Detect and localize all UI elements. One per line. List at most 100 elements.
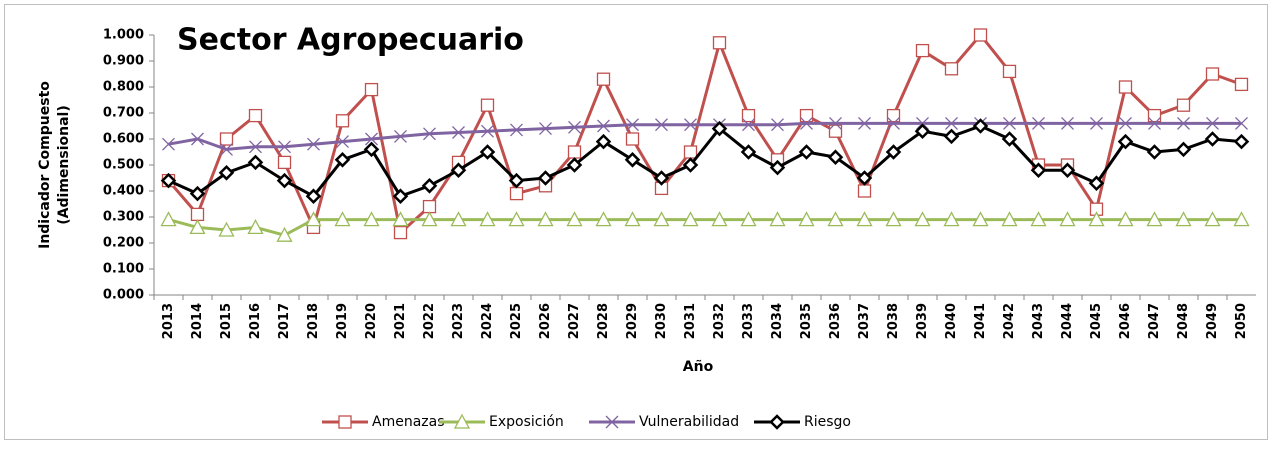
data-point — [510, 123, 523, 137]
x-tick-label: 2040 — [944, 303, 959, 339]
y-tick-label: 0.400 — [103, 184, 144, 199]
data-point — [305, 211, 322, 227]
data-point — [740, 211, 757, 227]
x-tick-label: 2036 — [828, 303, 843, 339]
data-point — [771, 118, 784, 132]
data-point — [914, 211, 931, 227]
data-point — [363, 141, 380, 158]
data-point — [220, 142, 233, 156]
x-tick-label: 2028 — [596, 303, 611, 339]
data-point — [1030, 162, 1047, 178]
data-point — [508, 172, 525, 189]
data-point — [1176, 98, 1191, 112]
data-point — [363, 211, 380, 227]
data-point — [394, 129, 407, 143]
data-point — [537, 211, 554, 227]
legend-marker — [605, 415, 619, 429]
data-point — [276, 172, 293, 189]
data-point — [798, 211, 815, 227]
data-point — [1002, 64, 1017, 79]
x-tick-label: 2041 — [973, 303, 988, 339]
data-point — [595, 211, 612, 227]
x-tick-label: 2049 — [1205, 303, 1220, 339]
data-point — [1090, 116, 1103, 130]
data-point — [364, 82, 379, 97]
data-point — [943, 211, 960, 227]
x-tick-label: 2016 — [248, 303, 263, 339]
y-tick-label: 1.000 — [103, 28, 144, 43]
data-point — [856, 170, 873, 186]
data-point — [421, 178, 438, 194]
data-point — [1059, 211, 1076, 227]
data-point — [597, 119, 610, 133]
data-point — [653, 170, 670, 186]
data-point — [828, 124, 843, 138]
x-tick-label: 2018 — [306, 303, 321, 339]
data-point — [1117, 133, 1134, 150]
data-point — [653, 211, 670, 227]
data-point — [886, 108, 901, 123]
chart-title: Sector Agropecuario — [177, 23, 524, 58]
data-point — [857, 184, 872, 198]
x-tick-label: 2014 — [190, 303, 205, 339]
data-point — [914, 123, 931, 139]
x-tick-label: 2037 — [857, 303, 872, 339]
data-point — [1146, 144, 1163, 160]
data-point — [218, 221, 235, 237]
data-point — [218, 165, 235, 181]
legend-marker — [453, 413, 471, 429]
data-point — [1059, 162, 1076, 178]
data-point — [160, 172, 177, 189]
x-tick-label: 2015 — [219, 303, 234, 339]
data-point — [160, 211, 177, 227]
data-point — [336, 135, 349, 149]
data-point — [1234, 77, 1249, 92]
data-point — [858, 116, 871, 130]
y-tick-label: 0.000 — [103, 288, 144, 303]
data-point — [305, 188, 322, 204]
data-point — [800, 116, 813, 130]
data-point — [1204, 211, 1221, 227]
y-tick-label: 0.100 — [103, 262, 144, 277]
data-point — [973, 28, 988, 42]
x-tick-label: 2039 — [915, 303, 930, 339]
data-point — [307, 137, 320, 151]
data-point — [1088, 175, 1105, 191]
x-tick-label: 2030 — [654, 303, 669, 339]
x-axis-label: Año — [683, 359, 714, 375]
legend-label: Amenazas — [372, 414, 445, 430]
series-line — [168, 218, 1242, 237]
y-tick-label: 0.500 — [103, 158, 144, 173]
data-point — [539, 122, 552, 136]
x-tick-label: 2046 — [1118, 303, 1133, 339]
data-point — [452, 126, 465, 139]
data-point — [481, 124, 494, 138]
data-point — [887, 116, 900, 130]
x-tick-label: 2019 — [335, 303, 350, 339]
x-tick-label: 2043 — [1031, 303, 1046, 339]
data-point — [1118, 80, 1133, 94]
data-point — [247, 154, 264, 171]
x-tick-label: 2035 — [799, 303, 814, 339]
data-point — [1233, 133, 1250, 150]
legend-label: Exposición — [489, 414, 564, 430]
data-point — [827, 149, 844, 165]
data-point — [1205, 67, 1220, 81]
data-point — [1175, 141, 1192, 158]
data-point — [1233, 211, 1250, 227]
x-tick-label: 2026 — [538, 303, 553, 339]
data-point — [829, 116, 842, 130]
y-tick-label: 0.300 — [103, 210, 144, 225]
x-tick-label: 2013 — [161, 303, 176, 339]
data-point — [684, 118, 697, 132]
data-point — [711, 120, 728, 137]
data-point — [856, 211, 873, 227]
data-point — [189, 219, 206, 235]
x-tick-label: 2045 — [1089, 303, 1104, 339]
x-tick-label: 2048 — [1176, 303, 1191, 339]
data-point — [742, 118, 755, 132]
y-tick-label: 0.600 — [103, 132, 144, 147]
x-tick-label: 2031 — [683, 303, 698, 339]
data-point — [421, 211, 438, 227]
